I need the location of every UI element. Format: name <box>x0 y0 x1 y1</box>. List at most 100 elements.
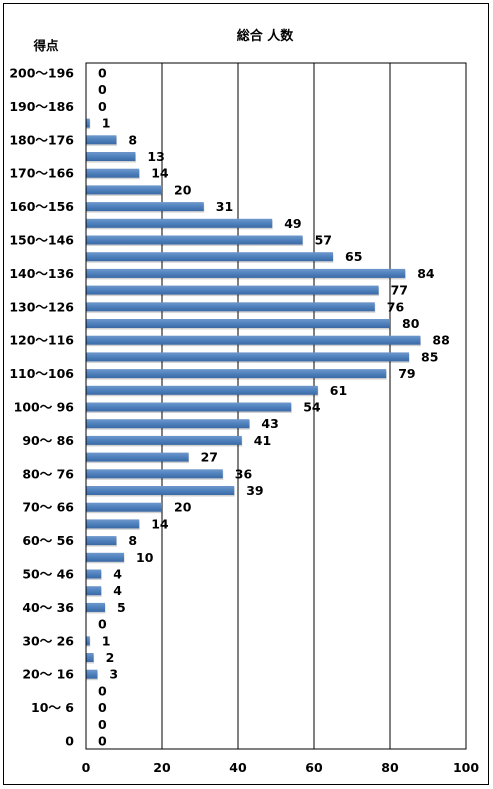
bar-value-label: 43 <box>261 416 278 431</box>
bar-value-label: 84 <box>417 266 435 281</box>
bar <box>86 653 94 662</box>
bar-value-label: 0 <box>98 700 107 715</box>
bar <box>86 118 90 128</box>
category-label: 60～ 56 <box>22 533 74 548</box>
bar-value-label: 39 <box>246 483 263 498</box>
bar-value-label: 4 <box>113 567 122 582</box>
bar-value-label: 80 <box>402 316 420 331</box>
bar <box>86 402 292 412</box>
bar-value-label: 0 <box>98 617 107 632</box>
bar <box>86 302 375 312</box>
chart-title: 総合 人数 <box>237 28 295 44</box>
bar <box>86 569 102 579</box>
bar <box>86 135 117 145</box>
bar-value-label: 1 <box>102 116 111 131</box>
bar-value-label: 0 <box>98 99 107 114</box>
bar-value-label: 3 <box>109 667 118 682</box>
bar <box>86 369 387 379</box>
bar <box>86 636 90 646</box>
category-label: 90～ 86 <box>22 433 74 448</box>
bar-value-label: 20 <box>174 182 192 197</box>
x-tick-label: 80 <box>381 760 399 775</box>
x-tick-label: 40 <box>229 760 247 775</box>
bar <box>86 435 242 445</box>
bar-value-label: 41 <box>254 433 271 448</box>
category-label: 180～176 <box>9 132 74 147</box>
category-label: 20～ 16 <box>22 667 74 682</box>
category-label: 190～186 <box>9 99 74 114</box>
x-tick-label: 20 <box>153 760 171 775</box>
category-label: 100～ 96 <box>14 400 75 415</box>
bar-value-label: 8 <box>128 132 137 147</box>
bar-value-label: 0 <box>98 717 107 732</box>
bar-value-label: 8 <box>128 533 137 548</box>
bar <box>86 168 140 178</box>
category-label: 10～ 6 <box>31 700 74 715</box>
bars <box>86 118 421 681</box>
category-label: 140～136 <box>9 266 74 281</box>
bar <box>86 285 379 295</box>
bar <box>86 185 162 195</box>
bar <box>86 469 223 479</box>
bar-value-label: 0 <box>98 66 107 81</box>
bar-value-label: 14 <box>151 166 169 181</box>
bar-value-label: 10 <box>136 550 154 565</box>
bar-value-label: 76 <box>387 299 405 314</box>
bar <box>86 586 102 596</box>
bar <box>86 152 136 161</box>
bar-value-label: 79 <box>398 366 415 381</box>
bar <box>86 319 390 328</box>
x-tick-label: 100 <box>453 760 479 775</box>
value-labels: 0001813142031495765847776808885796154434… <box>98 66 450 749</box>
bar-value-label: 54 <box>303 400 321 415</box>
bar <box>86 352 409 362</box>
bar-value-label: 4 <box>113 583 122 598</box>
category-label: 200～196 <box>9 66 74 81</box>
bar <box>86 385 318 395</box>
category-label: 30～ 26 <box>22 633 74 648</box>
bar-value-label: 77 <box>391 283 408 298</box>
bar-value-label: 2 <box>106 650 115 665</box>
bar-value-label: 36 <box>235 466 253 481</box>
category-label: 50～ 46 <box>22 567 74 582</box>
bar <box>86 502 162 512</box>
category-labels: 200～196 190～186 180～176 170～166 160～156 150～1… <box>9 66 74 749</box>
bar-value-label: 14 <box>151 516 169 531</box>
plot-area-border <box>85 62 467 750</box>
bar-value-label: 49 <box>284 216 301 231</box>
category-label: 170～166 <box>9 166 74 181</box>
bar <box>86 486 235 495</box>
x-tick-label: 60 <box>305 760 323 775</box>
bar-value-label: 13 <box>147 149 164 164</box>
category-label: 120～116 <box>9 333 74 348</box>
bar <box>86 602 105 612</box>
bar-value-label: 0 <box>98 683 107 698</box>
bar <box>86 268 406 278</box>
category-label: 80～ 76 <box>22 466 74 481</box>
bar-value-label: 31 <box>216 199 233 214</box>
category-label: 130～126 <box>9 299 74 314</box>
bar-value-label: 20 <box>174 500 192 515</box>
bar-value-label: 88 <box>432 333 449 348</box>
bar <box>86 669 98 679</box>
category-label: 40～ 36 <box>22 600 74 615</box>
bar <box>86 536 117 546</box>
x-tick-labels: 0 20 40 60 80 100 <box>82 760 480 775</box>
bar-value-label: 57 <box>315 233 332 248</box>
category-label: 110～106 <box>9 366 74 381</box>
bar-value-label: 65 <box>345 249 362 264</box>
x-tick-label: 0 <box>82 760 91 775</box>
bar <box>86 419 250 429</box>
y-axis-title: 得点 <box>32 38 59 53</box>
bar <box>86 202 204 212</box>
bar <box>86 335 421 345</box>
bar <box>86 519 140 529</box>
category-label: 0 <box>65 734 74 749</box>
bar-value-label: 1 <box>102 633 111 648</box>
bar <box>86 235 303 245</box>
bar <box>86 252 333 262</box>
bar-value-label: 0 <box>98 734 107 749</box>
bar-value-label: 0 <box>98 82 107 97</box>
category-label: 150～146 <box>9 233 74 248</box>
